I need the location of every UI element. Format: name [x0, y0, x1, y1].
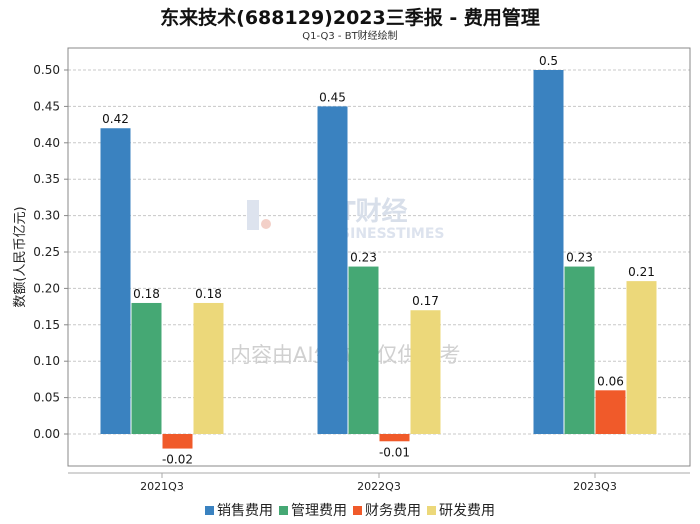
chart-subtitle: Q1-Q3 - BT财经绘制	[302, 31, 398, 42]
y-axis-label: 数额(人民币亿元)	[13, 206, 28, 307]
bar-财务费用	[595, 390, 626, 434]
y-tick-label: 0.15	[33, 318, 60, 332]
data-label: 0.18	[195, 287, 222, 301]
bar-销售费用	[533, 70, 564, 434]
x-tick-label: 2022Q3	[357, 480, 401, 493]
legend-swatch	[205, 506, 214, 515]
y-tick-label: 0.05	[33, 391, 60, 405]
bar-研发费用	[410, 310, 441, 434]
watermark-logo-mark	[247, 200, 259, 230]
bar-管理费用	[131, 302, 162, 434]
bar-销售费用	[100, 128, 131, 435]
bar-研发费用	[626, 281, 657, 434]
y-tick-label: 0.35	[33, 172, 60, 186]
data-label: -0.02	[162, 453, 193, 467]
data-label: -0.01	[379, 445, 410, 459]
bar-财务费用	[379, 434, 410, 442]
bar-销售费用	[317, 106, 348, 435]
watermark-logo-dot	[261, 219, 271, 229]
y-tick-label: 0.25	[33, 245, 60, 259]
data-label: 0.21	[628, 265, 655, 279]
y-tick-label: 0.50	[33, 63, 60, 77]
y-tick-label: 0.10	[33, 354, 60, 368]
data-label: 0.18	[133, 287, 160, 301]
legend-label: 研发费用	[439, 503, 495, 519]
legend-label: 财务费用	[365, 503, 421, 519]
bar-财务费用	[162, 434, 193, 449]
x-tick-label: 2023Q3	[573, 480, 617, 493]
legend-item[interactable]: 研发费用	[427, 503, 495, 519]
bar-管理费用	[564, 266, 595, 434]
plot-border	[67, 47, 691, 467]
legend-item[interactable]: 管理费用	[279, 503, 347, 519]
legend-swatch	[427, 506, 436, 515]
legend-item[interactable]: 财务费用	[353, 503, 421, 519]
data-label: 0.06	[597, 374, 624, 388]
bar-研发费用	[193, 302, 224, 434]
y-tick-label: 0.20	[33, 281, 60, 295]
legend-item[interactable]: 销售费用	[205, 503, 273, 519]
legend-label: 销售费用	[217, 503, 273, 519]
data-label: 0.23	[566, 251, 593, 265]
legend-label: 管理费用	[291, 503, 347, 519]
legend-swatch	[353, 506, 362, 515]
legend: 销售费用 管理费用 财务费用 研发费用	[0, 500, 700, 520]
y-tick-label: 0.45	[33, 99, 60, 113]
legend-swatch	[279, 506, 288, 515]
data-label: 0.45	[319, 90, 346, 104]
watermark-logo-sub: BUSINESSTIMES	[318, 226, 445, 242]
data-label: 0.5	[539, 54, 558, 68]
y-tick-label: 0.30	[33, 209, 60, 223]
data-label: 0.17	[412, 294, 439, 308]
y-tick-label: 0.40	[33, 136, 60, 150]
data-label: 0.23	[350, 251, 377, 265]
y-tick-label: 0.00	[33, 427, 60, 441]
x-tick-label: 2021Q3	[140, 480, 184, 493]
data-label: 0.42	[102, 112, 129, 126]
bar-管理费用	[348, 266, 379, 434]
chart-title: 东来技术(688129)2023三季报 - 费用管理	[160, 7, 540, 29]
